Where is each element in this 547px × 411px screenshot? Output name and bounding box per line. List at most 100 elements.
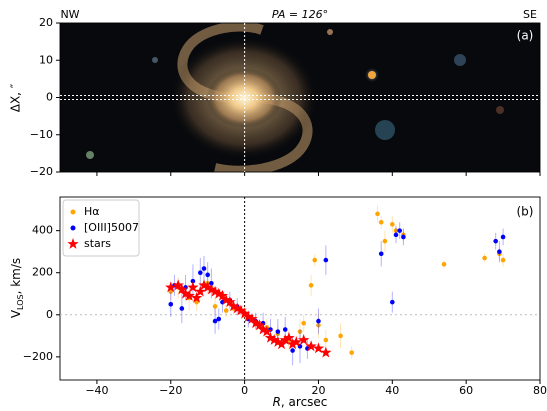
y-label-sub: LOS (16, 294, 25, 310)
top-y-label: ΔX, ″ (9, 83, 23, 112)
star-point (238, 307, 251, 319)
se-label: SE (523, 8, 537, 21)
x-axis-label: R, arcsec (273, 395, 328, 409)
point (393, 232, 399, 238)
point (301, 320, 306, 326)
pa-title: PA = 126° (272, 8, 328, 21)
y-tick-label: −200 (23, 350, 53, 363)
point (308, 283, 314, 288)
star-point (253, 319, 266, 331)
star-point (165, 281, 177, 293)
point (223, 308, 229, 313)
point (212, 318, 218, 324)
point (482, 255, 487, 261)
star-point (198, 279, 210, 291)
point (209, 280, 214, 286)
point (205, 272, 210, 278)
legend-marker (67, 238, 79, 249)
star-point (290, 336, 302, 347)
legend-marker (70, 209, 76, 215)
star-point (257, 323, 269, 335)
star-point (305, 340, 317, 352)
star-point (279, 334, 291, 345)
point (390, 299, 395, 305)
point (323, 337, 329, 343)
star-point (286, 338, 299, 350)
point (500, 234, 506, 240)
point (290, 348, 295, 353)
y-tick-label: 0 (46, 91, 53, 104)
nw-label: NW (60, 8, 79, 21)
star-point (275, 338, 288, 350)
star-point (176, 283, 188, 295)
point (338, 333, 343, 339)
point (493, 238, 498, 244)
star-point (194, 285, 206, 297)
star-point (213, 287, 225, 299)
x-label-var: R (273, 395, 281, 409)
point (323, 257, 329, 263)
point (378, 219, 384, 225)
point (401, 234, 406, 240)
x-tick-label: −20 (159, 384, 182, 397)
y-label-rest: , km/s (9, 258, 23, 295)
star-point (250, 317, 262, 329)
point (275, 329, 281, 334)
x-tick-label: 40 (385, 384, 399, 397)
point (198, 270, 203, 276)
point (441, 262, 447, 267)
x-tick-label: 80 (533, 384, 547, 397)
point (312, 257, 318, 263)
x-tick-label: 60 (459, 384, 473, 397)
point (179, 306, 185, 311)
point (497, 249, 502, 254)
star-point (220, 294, 232, 305)
point (375, 211, 380, 217)
star-point (183, 289, 195, 301)
star-point (298, 334, 310, 345)
legend-label: Hα (84, 205, 100, 218)
x-label-rest: , arcsec (281, 395, 327, 409)
star-point (172, 279, 184, 291)
x-tick-label: 0 (241, 384, 248, 397)
y-tick-label: 200 (32, 266, 53, 279)
x-tick-label: 20 (311, 384, 325, 397)
star-point (224, 296, 236, 307)
point (201, 266, 207, 271)
point (316, 323, 321, 328)
star-point (283, 331, 295, 343)
point (393, 228, 399, 233)
legend-box (62, 199, 140, 257)
star-point (209, 285, 221, 297)
y-label-main: V (9, 309, 23, 318)
y-tick-label: −10 (30, 128, 53, 141)
star-point (268, 334, 280, 345)
point (316, 318, 321, 324)
point (500, 257, 506, 263)
star-point (231, 302, 243, 314)
star-point (242, 310, 254, 322)
point (216, 316, 222, 322)
point (297, 329, 303, 334)
x-tick-label: −40 (85, 384, 108, 397)
y-tick-label: 400 (32, 224, 53, 237)
star-point (320, 346, 332, 358)
star-point (272, 336, 284, 347)
bottom-axes-frame (59, 196, 541, 381)
panel-b-label: (b) (517, 205, 534, 219)
panel-a-label: (a) (517, 29, 534, 43)
point (282, 327, 288, 332)
star-point (235, 304, 247, 316)
y-tick-label: 20 (39, 16, 53, 29)
point (212, 304, 218, 309)
y-tick-label: 0 (46, 308, 53, 321)
galaxy-image (60, 23, 540, 172)
point (397, 228, 402, 233)
legend-label: stars (84, 237, 111, 250)
star-point (246, 313, 258, 324)
y-tick-label: −20 (30, 165, 53, 178)
star-point (205, 283, 218, 295)
point (349, 350, 354, 355)
point (382, 238, 388, 244)
point (168, 301, 174, 307)
